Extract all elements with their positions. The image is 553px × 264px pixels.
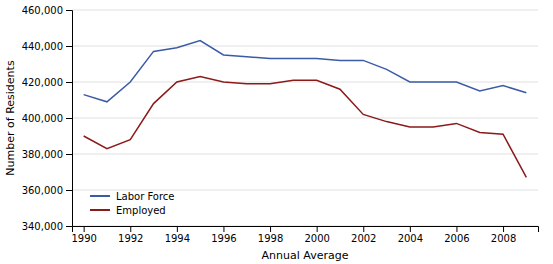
- legend-swatch: [90, 209, 110, 211]
- legend-label: Employed: [116, 205, 166, 216]
- tick: 360,000: [22, 185, 72, 196]
- tick-mark: [363, 226, 364, 232]
- tick-mark: [410, 226, 411, 232]
- tick-mark: [456, 226, 457, 232]
- tick-label: 400,000: [22, 113, 63, 124]
- chart: 1990 1992 1994 1996 1998 2000 2002 2004 2006 2008…: [0, 0, 553, 264]
- grid-line: [72, 10, 538, 11]
- tick-mark: [317, 226, 318, 232]
- tick: 1996: [211, 226, 236, 244]
- grid-line: [72, 154, 538, 155]
- tick-label: 2006: [444, 233, 469, 244]
- grid-line: [72, 46, 538, 47]
- legend-swatch: [90, 195, 110, 197]
- tick: 1994: [165, 226, 190, 244]
- tick-mark: [66, 10, 72, 11]
- tick-label: 2008: [491, 233, 516, 244]
- tick-label: 1994: [165, 233, 190, 244]
- tick: 460,000: [22, 5, 72, 16]
- tick: 1992: [118, 226, 143, 244]
- grid-line: [72, 118, 538, 119]
- tick-label: 1992: [118, 233, 143, 244]
- legend: Labor Force Employed: [90, 191, 175, 216]
- tick-label: 2000: [304, 233, 329, 244]
- tick-mark: [270, 226, 271, 232]
- x-axis: 1990 1992 1994 1996 1998 2000 2002 2004 2006 2008: [71, 226, 538, 244]
- tick: 380,000: [22, 149, 72, 160]
- tick: 2006: [444, 226, 469, 244]
- tick-label: 1998: [258, 233, 283, 244]
- tick-label: 360,000: [22, 185, 63, 196]
- legend-item: Labor Force: [90, 191, 175, 202]
- series-line: [84, 41, 527, 102]
- tick: 1998: [258, 226, 283, 244]
- tick: 400,000: [22, 113, 72, 124]
- tick-label: 340,000: [22, 221, 63, 232]
- tick: 2000: [304, 226, 329, 244]
- tick-mark: [66, 154, 72, 155]
- tick-mark: [66, 82, 72, 83]
- tick: 2008: [491, 226, 516, 244]
- tick-label: 1996: [211, 233, 236, 244]
- tick-mark: [66, 118, 72, 119]
- tick-label: 2002: [351, 233, 376, 244]
- lines: [84, 41, 527, 178]
- legend-label: Labor Force: [116, 191, 175, 202]
- plot: 1990 1992 1994 1996 1998 2000 2002 2004 2006 2008…: [22, 5, 539, 244]
- axis-line: [73, 227, 539, 233]
- tick-label: 1990: [71, 233, 96, 244]
- tick: 420,000: [22, 77, 72, 88]
- axis-line: [66, 11, 73, 227]
- tick: 2002: [351, 226, 376, 244]
- tick-label: 420,000: [22, 77, 63, 88]
- tick: 1990: [71, 226, 96, 244]
- tick-mark: [66, 226, 72, 227]
- y-axis: 340,000 360,000 380,000 400,000 420,000 440,0…: [22, 5, 73, 232]
- grid: [72, 10, 538, 226]
- tick-mark: [503, 226, 504, 232]
- tick-mark: [84, 226, 85, 232]
- tick-label: 2004: [398, 233, 423, 244]
- tick-label: 440,000: [22, 41, 63, 52]
- tick-mark: [177, 226, 178, 232]
- x-axis-title: Annual Average: [262, 249, 349, 262]
- tick-mark: [130, 226, 131, 232]
- tick-label: 380,000: [22, 149, 63, 160]
- legend-item: Employed: [90, 205, 166, 216]
- tick: 440,000: [22, 41, 72, 52]
- tick-label: 460,000: [22, 5, 63, 16]
- series-line: [84, 77, 527, 178]
- tick: 340,000: [22, 221, 72, 232]
- grid-line: [72, 82, 538, 83]
- tick-mark: [223, 226, 224, 232]
- y-axis-title: Number of Residents: [4, 60, 17, 176]
- tick-mark: [66, 190, 72, 191]
- tick: 2004: [398, 226, 423, 244]
- tick-mark: [66, 46, 72, 47]
